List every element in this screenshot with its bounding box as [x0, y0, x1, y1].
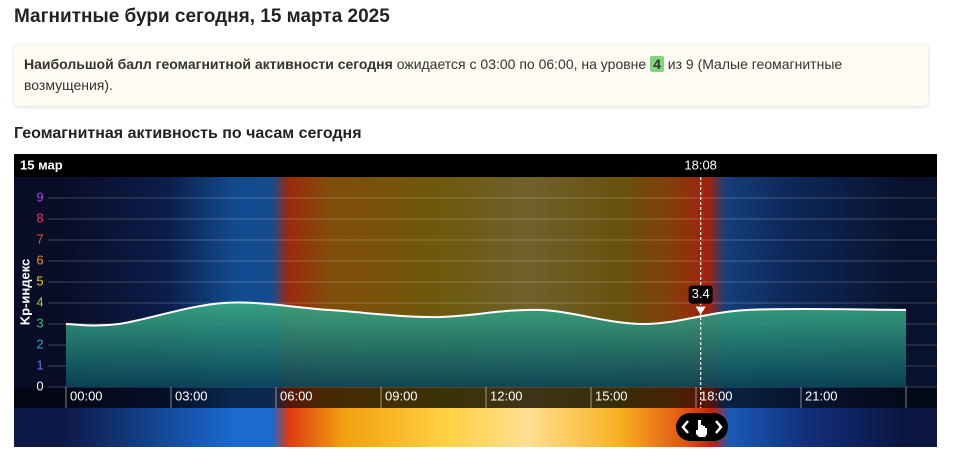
x-tick-label: 00:00: [70, 388, 103, 403]
info-level: 4: [650, 56, 664, 72]
page-title: Магнитные бури сегодня, 15 марта 2025: [14, 6, 390, 27]
section-title: Геомагнитная активность по часам сегодня: [14, 125, 362, 142]
y-tick-label: 0: [36, 378, 43, 393]
timeline-strip: [14, 408, 937, 447]
x-tick-label: 21:00: [805, 388, 838, 403]
x-tick-label: 12:00: [490, 388, 523, 403]
y-tick-label: 4: [36, 294, 43, 309]
info-bold: Наибольшой балл геомагнитной активности …: [24, 56, 393, 72]
info-text: ожидается с 03:00 по 06:00, на уровне: [392, 56, 651, 72]
y-axis-label: Kp-индекс: [17, 259, 32, 326]
area: [66, 302, 906, 387]
y-tick-label: 1: [36, 357, 43, 372]
value-pointer: [695, 306, 706, 315]
hand-icon: [696, 420, 707, 437]
time-badge: [681, 156, 720, 175]
y-tick-label: 9: [36, 189, 43, 204]
x-tick-label: 15:00: [595, 388, 628, 403]
x-tick-label: 03:00: [175, 388, 208, 403]
y-tick-label: 2: [36, 336, 43, 351]
current-time: 18:08: [684, 157, 717, 172]
info-box: Наибольшой балл геомагнитной активности …: [14, 44, 928, 106]
x-tick-label: 18:00: [700, 388, 733, 403]
date-label: 15 мар: [20, 157, 63, 172]
info-text: из 9 (Малые геомагнитные возмущения).: [24, 56, 843, 93]
value-badge: [688, 285, 713, 304]
nav-arrows: [681, 420, 723, 434]
x-tick-label: 06:00: [280, 388, 313, 403]
x-tick-label: 09:00: [385, 388, 418, 403]
y-tick-label: 7: [36, 231, 43, 246]
y-tick-label: 5: [36, 273, 43, 288]
y-tick-label: 3: [36, 315, 43, 330]
current-value: 3.4: [692, 286, 710, 301]
y-tick-label: 8: [36, 210, 43, 225]
x-axis-band: [14, 387, 937, 408]
line: [65, 301, 907, 327]
y-tick-label: 6: [36, 252, 43, 267]
